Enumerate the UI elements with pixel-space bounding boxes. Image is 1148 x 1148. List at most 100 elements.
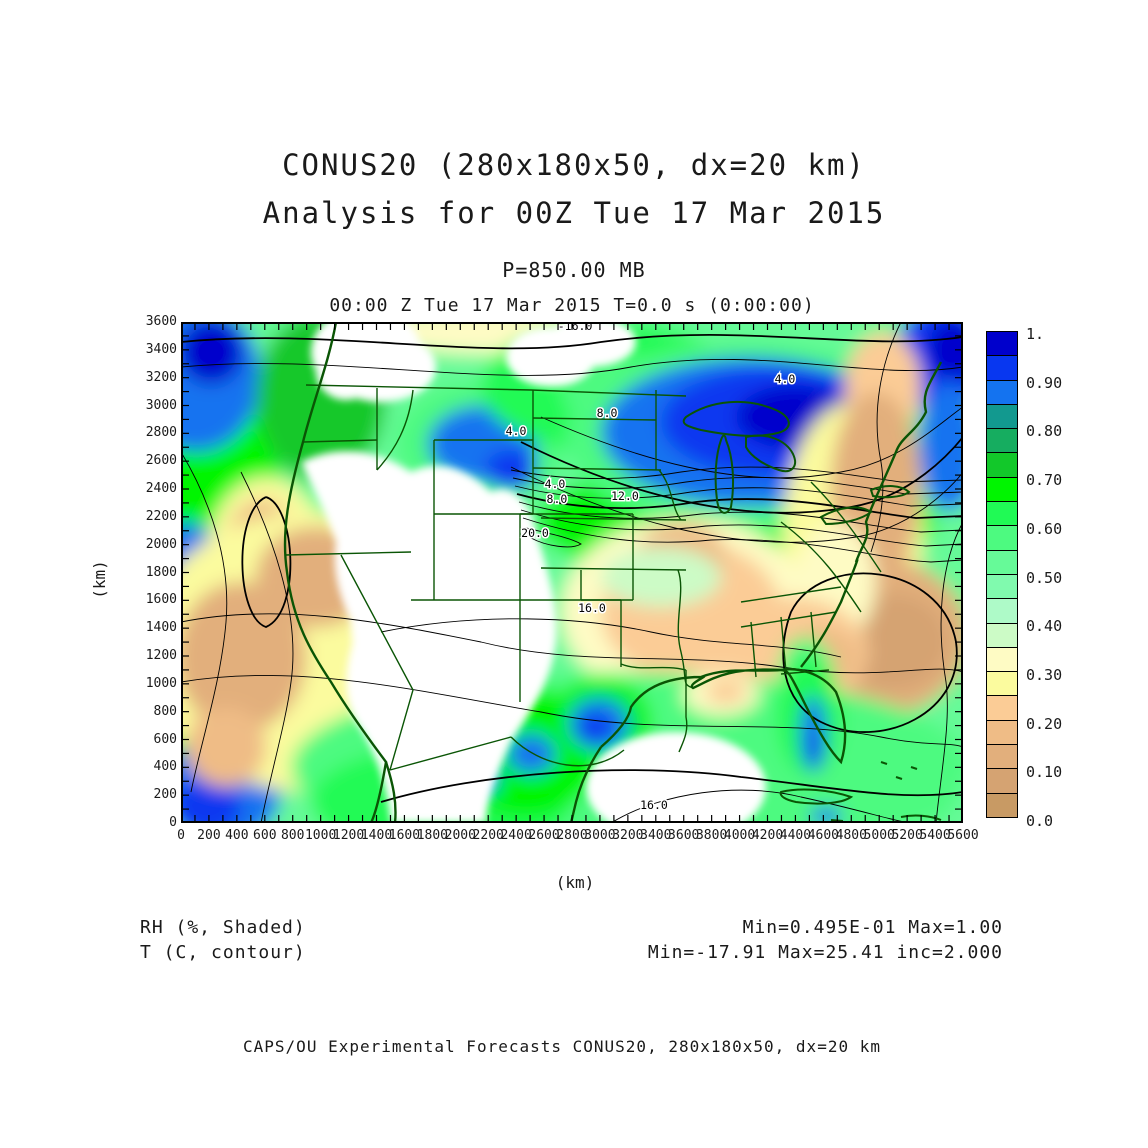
x-tick-label: 2400 [500, 828, 532, 843]
contour-field-stats: Min=-17.91 Max=25.41 inc=2.000 [647, 942, 1003, 963]
x-tick-label: 3000 [584, 828, 616, 843]
contour-label: 16.0 [578, 601, 606, 615]
pressure-level-label: P=850.00 MB [502, 258, 646, 282]
y-tick-label: 600 [153, 731, 177, 747]
y-tick-label: 3400 [145, 341, 177, 357]
x-tick-label: 600 [253, 828, 277, 843]
colorbar-tick-label: 1. [1026, 325, 1045, 343]
x-tick-label: 400 [225, 828, 249, 843]
y-axis-title: (km) [89, 560, 109, 599]
shaded-field-legend: RH (%, Shaded) [140, 917, 306, 938]
colorbar-tick-label: 0.80 [1026, 422, 1063, 441]
colorbar-cell [987, 476, 1017, 502]
x-tick-label: 5400 [919, 828, 951, 843]
colorbar-cell [987, 719, 1017, 745]
figure-title-line1: CONUS20 (280x180x50, dx=20 km) [282, 148, 866, 182]
x-tick-label: 2600 [528, 828, 560, 843]
colorbar-cell [987, 646, 1017, 672]
y-tick-label: 1000 [145, 675, 177, 691]
y-tick-label: 1600 [145, 592, 177, 608]
colorbar-tick-label: 0.70 [1026, 471, 1063, 490]
x-tick-label: 4400 [779, 828, 812, 843]
y-tick-label: 400 [153, 759, 177, 775]
colorbar-cell [987, 355, 1017, 380]
contour-labels: -16.04.08.04.04.08.0 12.020.016.016.0 [504, 322, 797, 813]
colorbar-cell [987, 744, 1017, 769]
x-tick-label: 3800 [695, 828, 728, 843]
plot-frame [181, 322, 963, 823]
x-tick-label: 2000 [444, 828, 476, 843]
x-tick-label: 4800 [835, 828, 867, 843]
colorbar [986, 331, 1018, 818]
contour-label: 8.0 [547, 492, 568, 506]
contour-field-legend: T (C, contour) [140, 942, 306, 963]
y-tick-label: 3600 [145, 314, 177, 329]
colorbar-tick-label: 0.0 [1026, 812, 1054, 830]
y-tick-label: 1400 [145, 620, 177, 636]
y-tick-label: 200 [153, 787, 177, 803]
contour-label: 16.0 [640, 798, 668, 812]
x-tick-label: 1000 [304, 828, 337, 843]
contour-label: 8.0 [597, 406, 618, 420]
y-tick-label: 2600 [145, 453, 177, 469]
valid-time-label: 00:00 Z Tue 17 Mar 2015 T=0.0 s (0:00:00… [329, 295, 815, 316]
x-tick-label: 3400 [640, 828, 672, 843]
x-tick-label: 4200 [751, 828, 784, 843]
colorbar-cell [987, 792, 1017, 817]
colorbar-cell [987, 403, 1017, 429]
colorbar-cell [987, 598, 1017, 623]
colorbar-cell [987, 549, 1017, 574]
state-borders [283, 322, 943, 823]
y-tick-label: 2200 [145, 508, 177, 524]
x-tick-label: 2200 [472, 828, 504, 843]
x-tick-label: 3600 [668, 828, 700, 843]
colorbar-tick-label: 0.50 [1026, 568, 1063, 587]
x-tick-label: 2800 [556, 828, 588, 843]
colorbar-tick-label: 0.20 [1026, 714, 1063, 733]
colorbar-tick-label: 0.10 [1026, 763, 1063, 782]
y-tick-label: 1800 [145, 564, 177, 580]
colorbar-cell [987, 768, 1017, 793]
contour-label: -16.0 [558, 322, 593, 333]
colorbar-cell [987, 671, 1017, 696]
contour-label: 4.0 [545, 477, 566, 491]
axis-tick-marks [181, 322, 963, 823]
x-tick-label: 5200 [891, 828, 923, 843]
x-tick-label: 1800 [416, 828, 448, 843]
colorbar-cell [987, 573, 1017, 599]
x-tick-label: 5600 [947, 828, 979, 843]
x-tick-label: 0 [177, 828, 185, 843]
x-tick-label: 5000 [863, 828, 895, 843]
y-tick-label: 2000 [145, 536, 177, 552]
colorbar-cell [987, 501, 1017, 526]
colorbar-cell [987, 332, 1017, 356]
x-axis-title: (km) [555, 873, 595, 892]
x-tick-label: 200 [197, 828, 221, 843]
x-tick-label: 1600 [388, 828, 421, 843]
colorbar-cell [987, 452, 1017, 477]
x-tick-label: 4000 [723, 828, 756, 843]
y-tick-label: 2400 [145, 481, 177, 496]
colorbar-cell [987, 379, 1017, 404]
contour-label: 4.0 [775, 372, 796, 386]
y-tick-label: 3200 [145, 369, 177, 385]
colorbar-tick-label: 0.30 [1026, 665, 1063, 684]
x-tick-label: 1400 [360, 828, 393, 843]
x-tick-label: 4600 [807, 828, 839, 843]
x-tick-label: 1200 [332, 828, 365, 843]
colorbar-tick-label: 0.90 [1026, 373, 1063, 392]
y-tick-label: 3000 [145, 397, 177, 413]
y-tick-label: 0 [169, 815, 177, 830]
contour-label: 20.0 [521, 526, 549, 540]
contour-label: 12.0 [611, 489, 639, 503]
rh-shaded-field [181, 322, 963, 823]
colorbar-cell [987, 428, 1017, 453]
colorbar-cell [987, 622, 1017, 647]
x-tick-label: 3200 [612, 828, 644, 843]
colorbar-tick-label: 0.40 [1026, 617, 1063, 636]
colorbar-tick-label: 0.60 [1026, 519, 1063, 538]
no-data-region [301, 322, 766, 823]
figure-title-line2: Analysis for 00Z Tue 17 Mar 2015 [262, 196, 886, 230]
colorbar-cell [987, 695, 1017, 720]
